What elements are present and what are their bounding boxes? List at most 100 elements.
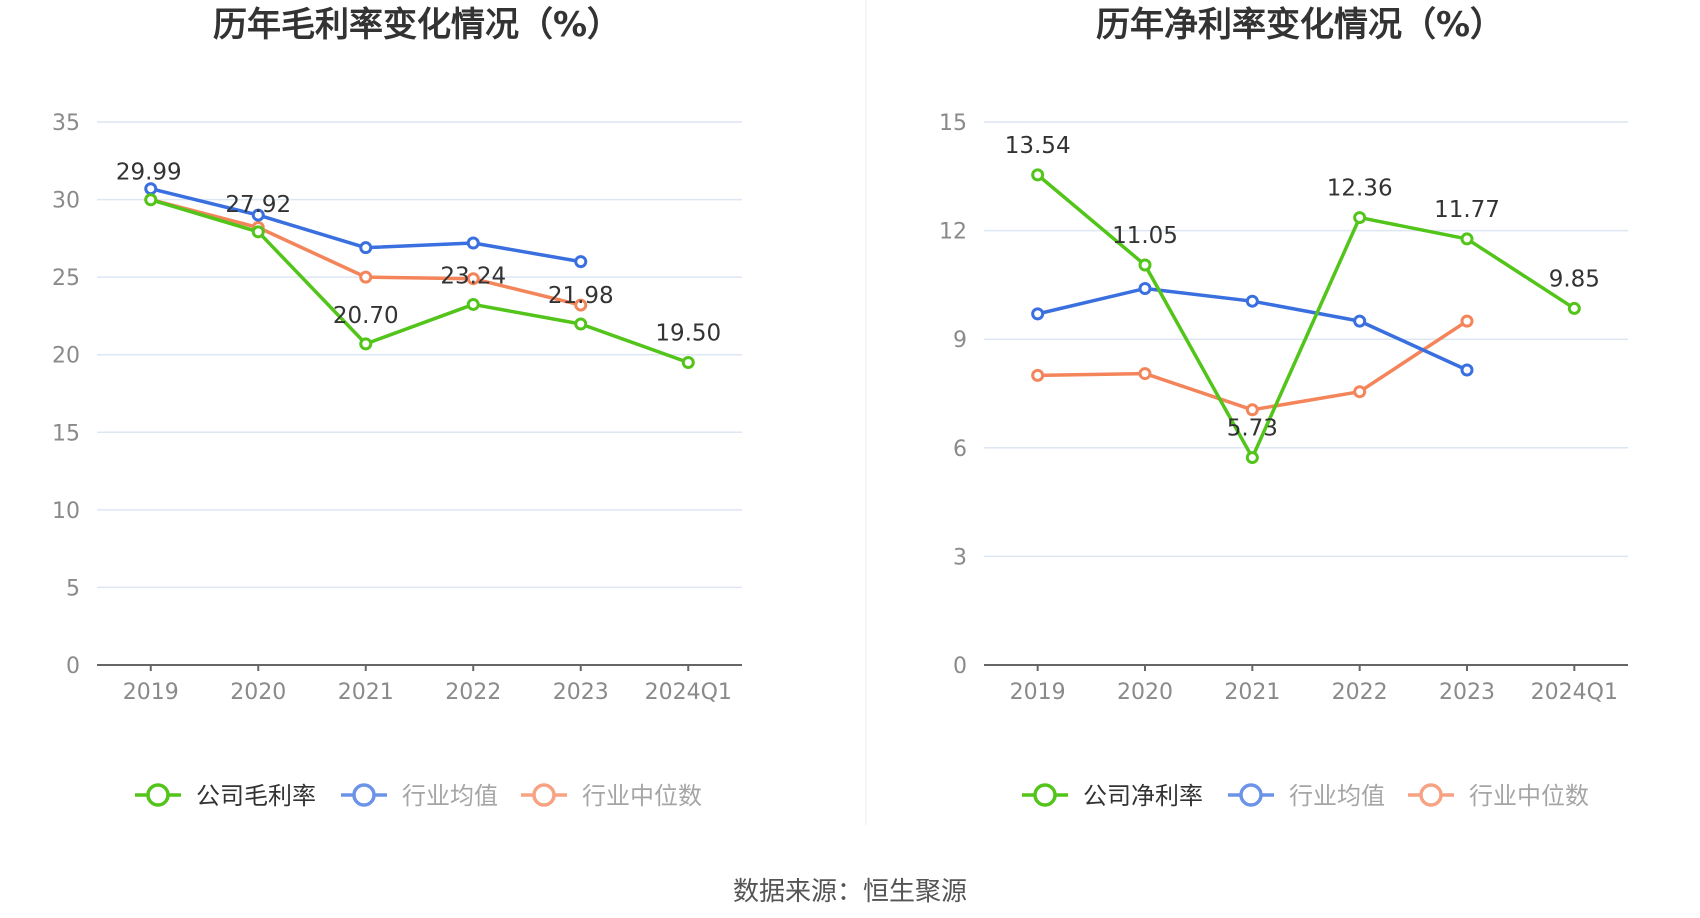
data-point	[1353, 385, 1367, 399]
data-point	[574, 298, 588, 312]
data-point	[1353, 314, 1367, 328]
data-label: 19.50	[655, 320, 721, 346]
gross-margin-chart: 历年毛利率变化情况（%） 0 5 10 15 20 25 30 35 2019 2020 2021…	[52, 5, 742, 810]
data-label: 21.98	[548, 283, 614, 309]
chart-title: 历年净利率变化情况（%）	[1096, 5, 1504, 45]
data-point	[466, 272, 480, 286]
data-label: 12.36	[1327, 176, 1393, 202]
x-tick-label: 2022	[445, 680, 501, 705]
chart-title: 历年毛利率变化情况（%）	[213, 5, 621, 45]
legend-item: 公司毛利率	[135, 782, 316, 810]
data-point	[359, 241, 373, 255]
series-line	[1036, 173, 1576, 460]
legend-item: 行业均值	[1228, 782, 1385, 810]
legend: 公司毛利率 行业均值 行业中位数	[135, 782, 702, 810]
data-point	[251, 208, 265, 222]
data-point	[574, 255, 588, 269]
x-tick-label: 2019	[123, 680, 179, 705]
series-line	[1037, 319, 1468, 412]
x-axis: 2019 2020 2021 2022 2023 2024Q1	[984, 664, 1628, 705]
data-point	[144, 193, 158, 207]
legend-marker-icon	[1239, 783, 1263, 807]
y-tick-label: 25	[52, 266, 80, 291]
data-point	[1245, 451, 1259, 465]
legend: 公司净利率 行业均值 行业中位数	[1022, 782, 1589, 810]
data-label: 11.05	[1112, 223, 1178, 249]
data-point	[466, 297, 480, 311]
data-label: 20.70	[333, 303, 399, 329]
legend-item: 行业均值	[341, 782, 498, 810]
legend-label: 公司毛利率	[196, 782, 316, 810]
legend-label: 行业中位数	[1469, 782, 1589, 810]
data-point	[359, 337, 373, 351]
y-tick-label: 20	[52, 344, 80, 369]
y-tick-label: 15	[52, 421, 80, 446]
y-tick-label: 0	[953, 654, 967, 679]
data-labels: 13.54 11.05 5.73 12.36 11.77 9.85	[1005, 133, 1600, 442]
data-point	[1138, 367, 1152, 381]
data-labels: 29.99 27.92 20.70 23.24 21.98 19.50	[116, 160, 721, 347]
y-tick-label: 15	[939, 111, 967, 136]
legend-label: 行业中位数	[582, 782, 702, 810]
y-tick-label: 30	[52, 189, 80, 214]
legend-marker-icon	[1419, 783, 1443, 807]
y-tick-label: 5	[66, 576, 80, 601]
data-label: 13.54	[1005, 133, 1071, 159]
data-point	[1031, 168, 1045, 182]
data-point	[1031, 368, 1045, 382]
x-tick-label: 2020	[1117, 680, 1173, 705]
legend-marker-icon	[146, 783, 170, 807]
legend-label: 行业均值	[402, 782, 498, 810]
x-tick-label: 2023	[553, 680, 609, 705]
x-tick-label: 2024Q1	[1531, 680, 1618, 705]
series-line	[150, 198, 689, 365]
y-tick-label: 10	[52, 499, 80, 524]
x-tick-label: 2023	[1439, 680, 1495, 705]
data-point	[1138, 258, 1152, 272]
data-point	[1460, 314, 1474, 328]
x-tick-label: 2024Q1	[645, 680, 732, 705]
data-label: 27.92	[225, 192, 291, 218]
data-point	[1245, 294, 1259, 308]
legend-marker-icon	[352, 783, 376, 807]
y-tick-label: 6	[953, 437, 967, 462]
legend-item: 行业中位数	[521, 782, 702, 810]
data-label: 11.77	[1434, 197, 1500, 223]
x-tick-label: 2019	[1010, 680, 1066, 705]
data-point	[1567, 301, 1581, 315]
data-point	[1353, 211, 1367, 225]
x-tick-label: 2022	[1332, 680, 1388, 705]
data-point	[251, 225, 265, 239]
series-group	[144, 182, 695, 369]
data-point	[681, 355, 695, 369]
data-point	[359, 270, 373, 284]
data-label: 29.99	[116, 160, 182, 186]
data-point	[1138, 282, 1152, 296]
legend-item: 行业中位数	[1408, 782, 1589, 810]
x-tick-label: 2021	[1224, 680, 1280, 705]
legend-label: 公司净利率	[1083, 782, 1203, 810]
legend-marker-icon	[532, 783, 556, 807]
data-point	[574, 317, 588, 331]
x-tick-label: 2020	[230, 680, 286, 705]
legend-item: 公司净利率	[1022, 782, 1203, 810]
source-note: 数据来源：恒生聚源	[733, 877, 967, 907]
y-tick-label: 3	[953, 545, 967, 570]
x-axis: 2019 2020 2021 2022 2023 2024Q1	[97, 664, 742, 705]
data-label: 9.85	[1549, 266, 1600, 292]
grid-lines	[97, 121, 742, 589]
y-tick-label: 9	[953, 328, 967, 353]
y-tick-label: 12	[939, 220, 967, 245]
x-tick-label: 2021	[338, 680, 394, 705]
y-tick-label: 0	[66, 654, 80, 679]
y-tick-label: 35	[52, 111, 80, 136]
data-label: 5.73	[1227, 416, 1278, 442]
legend-marker-icon	[1033, 783, 1057, 807]
data-label: 23.24	[440, 263, 506, 289]
data-point	[1031, 307, 1045, 321]
data-point	[466, 236, 480, 250]
data-point	[1460, 232, 1474, 246]
y-axis-ticks: 0 5 10 15 20 25 30 35	[52, 111, 80, 679]
